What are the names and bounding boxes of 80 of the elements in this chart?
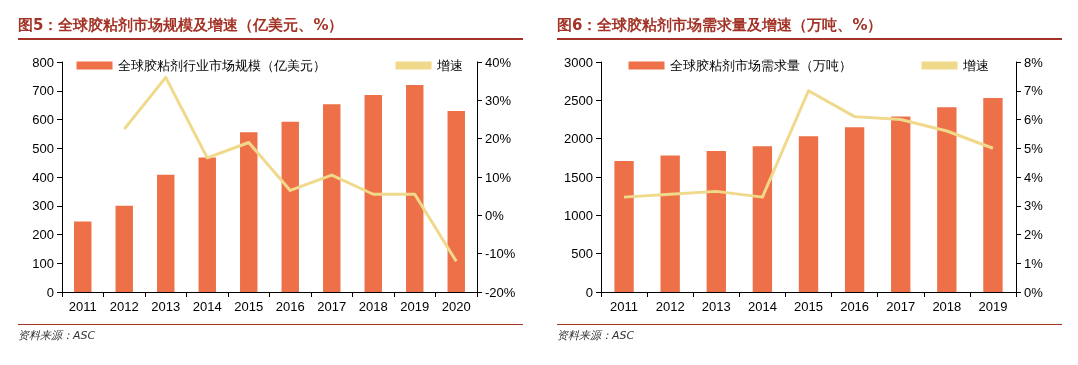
x-tick-label: 2016 xyxy=(840,299,870,314)
y-tick-label: 0 xyxy=(46,284,54,300)
x-tick-label: 2014 xyxy=(747,299,777,314)
bar xyxy=(198,157,216,292)
y-tick-label: 100 xyxy=(32,255,54,271)
x-tick-label: 2017 xyxy=(317,299,347,314)
bar xyxy=(240,132,258,292)
x-tick-label: 2013 xyxy=(151,299,181,314)
y-tick-label: 500 xyxy=(571,246,593,262)
chart-title: 图5：全球胶粘剂市场规模及增速（亿美元、%） xyxy=(18,16,523,40)
y2-tick-label: 10% xyxy=(485,169,512,185)
x-tick-label: 2011 xyxy=(68,299,97,314)
line-series xyxy=(122,75,458,263)
y2-tick-label: -20% xyxy=(485,284,516,300)
text: 资料来源：ASC xyxy=(557,324,1062,343)
bar xyxy=(115,205,133,292)
bar xyxy=(614,160,634,292)
bar xyxy=(406,85,424,292)
y-tick-label: 700 xyxy=(32,83,54,99)
bar xyxy=(281,121,299,292)
y-tick-label: 500 xyxy=(32,140,54,156)
y2-tick-label: 0% xyxy=(1024,284,1044,300)
bar xyxy=(844,127,865,292)
y2-tick-label: 5% xyxy=(1024,140,1044,156)
bar xyxy=(157,174,175,292)
y2-tick-label: 1% xyxy=(1024,255,1044,271)
bar xyxy=(660,155,680,292)
y2-tick-label: 6% xyxy=(1024,112,1044,127)
x-tick-label: 2011 xyxy=(610,299,639,314)
y2-tick-label: 20% xyxy=(485,131,512,147)
x-tick-label: 2018 xyxy=(358,299,388,314)
x-tick-label: 2012 xyxy=(109,299,139,314)
x-tick-label: 2015 xyxy=(234,299,264,314)
legend-label: 全球胶粘剂市场需求量（万吨） xyxy=(669,58,852,73)
bar xyxy=(323,104,341,292)
y-tick-label: 1000 xyxy=(564,207,593,223)
y-tick-label: 0 xyxy=(585,284,593,300)
chart-title: 图6：全球胶粘剂市场需求量及增速（万吨、%） xyxy=(557,16,1062,40)
x-tick-label: 2016 xyxy=(275,299,305,314)
y2-tick-label: 0% xyxy=(485,207,505,223)
y-tick-label: 200 xyxy=(32,227,54,242)
y-tick-label: 400 xyxy=(32,169,54,185)
y-tick-label: 3000 xyxy=(564,54,593,70)
y2-tick-label: 40% xyxy=(485,54,512,70)
bar xyxy=(364,95,382,292)
bar xyxy=(447,110,465,292)
legend-label: 全球胶粘剂行业市场规模（亿美元） xyxy=(117,58,326,73)
x-tick-label: 2015 xyxy=(794,299,823,314)
x-tick-label: 2014 xyxy=(192,299,222,314)
y2-tick-label: 4% xyxy=(1024,169,1044,185)
y2-tick-label: 7% xyxy=(1024,83,1044,99)
x-tick-label: 2019 xyxy=(400,299,430,314)
y2-tick-label: -10% xyxy=(485,246,516,262)
bar xyxy=(74,221,92,292)
bar xyxy=(706,150,726,292)
y-tick-label: 1500 xyxy=(564,169,593,185)
y2-tick-label: 30% xyxy=(485,92,512,108)
bar xyxy=(798,136,819,292)
x-tick-label: 2012 xyxy=(655,299,685,314)
line-series xyxy=(622,89,995,199)
x-tick-label: 2020 xyxy=(441,299,471,314)
y2-tick-label: 3% xyxy=(1024,198,1044,214)
y-tick-label: 600 xyxy=(32,112,54,127)
text: 资料来源：ASC xyxy=(18,324,523,343)
y-tick-label: 2500 xyxy=(564,92,593,108)
y-tick-label: 2000 xyxy=(564,131,593,147)
bar xyxy=(937,107,957,292)
y2-tick-label: 8% xyxy=(1024,54,1044,70)
y2-tick-label: 2% xyxy=(1024,227,1044,242)
legend-label: 增速 xyxy=(435,58,463,73)
bar xyxy=(891,116,911,292)
x-tick-label: 2018 xyxy=(932,299,962,314)
y-tick-label: 300 xyxy=(32,198,54,214)
x-tick-label: 2013 xyxy=(701,299,731,314)
x-tick-label: 2019 xyxy=(978,299,1008,314)
bar xyxy=(752,146,773,292)
legend-label: 增速 xyxy=(961,58,989,73)
y-tick-label: 800 xyxy=(32,54,54,70)
x-tick-label: 2017 xyxy=(886,299,916,314)
bar xyxy=(983,98,1003,292)
